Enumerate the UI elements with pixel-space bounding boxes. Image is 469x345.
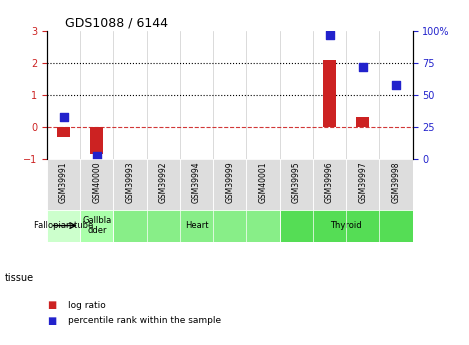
FancyBboxPatch shape [80, 210, 113, 241]
Text: GSM40001: GSM40001 [258, 161, 268, 203]
Point [93, 153, 100, 159]
FancyBboxPatch shape [313, 159, 346, 210]
FancyBboxPatch shape [47, 159, 80, 210]
Text: tissue: tissue [5, 273, 34, 283]
Text: GSM39991: GSM39991 [59, 161, 68, 203]
FancyBboxPatch shape [280, 159, 313, 210]
Text: Fallopian tube: Fallopian tube [34, 221, 93, 230]
Text: ■: ■ [47, 316, 56, 326]
Text: GSM39996: GSM39996 [325, 161, 334, 203]
Text: Heart: Heart [185, 221, 208, 230]
Text: GSM39993: GSM39993 [126, 161, 135, 203]
Bar [323, 60, 336, 127]
Point [393, 82, 400, 87]
FancyBboxPatch shape [147, 159, 180, 210]
Text: Gallbla
dder: Gallbla dder [82, 216, 112, 235]
Text: percentile rank within the sample: percentile rank within the sample [68, 316, 221, 325]
FancyBboxPatch shape [113, 210, 280, 241]
Text: ■: ■ [47, 300, 56, 310]
Point [60, 114, 67, 119]
Text: log ratio: log ratio [68, 301, 106, 310]
FancyBboxPatch shape [113, 159, 147, 210]
Text: GSM39994: GSM39994 [192, 161, 201, 203]
Text: GSM39992: GSM39992 [159, 161, 168, 203]
Text: Thyroid: Thyroid [330, 221, 362, 230]
FancyBboxPatch shape [346, 159, 379, 210]
Bar [356, 117, 370, 127]
Text: GSM39997: GSM39997 [358, 161, 367, 203]
Text: GSM39998: GSM39998 [392, 161, 401, 203]
Bar [90, 127, 104, 154]
FancyBboxPatch shape [280, 210, 413, 241]
Bar [57, 127, 70, 137]
Text: GSM39995: GSM39995 [292, 161, 301, 203]
Point [359, 64, 367, 70]
FancyBboxPatch shape [379, 159, 413, 210]
FancyBboxPatch shape [246, 159, 280, 210]
FancyBboxPatch shape [180, 159, 213, 210]
Text: GSM39999: GSM39999 [225, 161, 234, 203]
Text: GSM40000: GSM40000 [92, 161, 101, 203]
FancyBboxPatch shape [213, 159, 246, 210]
Point [326, 32, 333, 38]
FancyBboxPatch shape [47, 210, 80, 241]
Text: GDS1088 / 6144: GDS1088 / 6144 [65, 17, 168, 30]
FancyBboxPatch shape [80, 159, 113, 210]
